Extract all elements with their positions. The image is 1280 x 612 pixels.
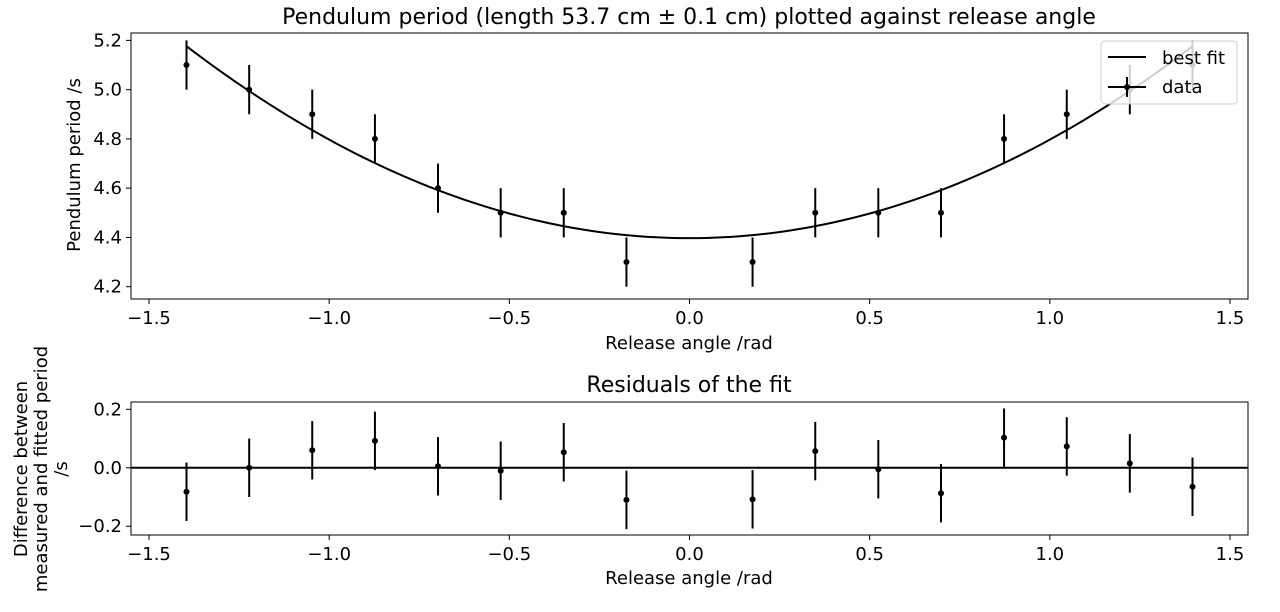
period-plot-frame (130, 32, 1249, 300)
period-y-tick-label: 5.2 (93, 30, 122, 51)
period-data-point (1063, 111, 1070, 118)
period-data-point (623, 259, 630, 266)
period-data-point (1001, 135, 1008, 142)
residuals-data-point (497, 467, 504, 474)
period-chart: Pendulum period (length 53.7 cm ± 0.1 cm… (64, 5, 1249, 354)
period-data-point (309, 111, 316, 118)
residuals-x-tick-label: 1.5 (1216, 544, 1245, 565)
residuals-x-axis-label: Release angle /rad (605, 568, 773, 589)
residuals-data-point (1126, 460, 1133, 467)
residuals-data-point (434, 463, 441, 470)
residuals-plot-area: −1.5 −1.0 −0.5 0.0 0.5 1.0 1.5 −0.2 0.0 0.2 (78, 399, 1249, 565)
period-x-tick-label: 1.5 (1216, 308, 1245, 329)
period-plot-area: −1.5 −1.0 −0.5 0.0 0.5 1.0 1.5 4.2 4.4 4.6 4.8 5.0 5… (93, 30, 1249, 329)
residuals-chart: Residuals of the fit −1.5 −1.0 −0.5 0.0 0.5 1… (11, 346, 1249, 592)
residuals-data-point (371, 437, 378, 444)
period-x-tick-label: 0.5 (855, 308, 884, 329)
period-data-point (183, 62, 190, 69)
residuals-x-tick-label: −1.0 (307, 544, 351, 565)
residuals-x-tick-label: −0.5 (487, 544, 531, 565)
period-data-point (875, 209, 882, 216)
residuals-data-point (309, 447, 316, 454)
period-y-tick-label: 4.8 (93, 129, 122, 150)
period-x-axis-label: Release angle /rad (605, 333, 773, 354)
residuals-data-point (875, 466, 882, 473)
legend: best fit data (1100, 40, 1238, 105)
residuals-y-tick-label: 0.0 (93, 458, 122, 479)
period-x-tick-label: 0.0 (675, 308, 704, 329)
period-data-point (560, 209, 567, 216)
residuals-data-point (938, 490, 945, 497)
residuals-y-tick-label: 0.2 (93, 399, 122, 420)
residuals-y-axis-label: Difference between measured and fitted p… (11, 346, 72, 592)
period-x-tick-label: 1.0 (1036, 308, 1065, 329)
period-y-tick-label: 4.6 (93, 178, 122, 199)
legend-data-label: data (1162, 77, 1203, 98)
residuals-chart-title: Residuals of the fit (586, 373, 792, 398)
residuals-y-axis-label-line-2: measured and fitted period (31, 346, 52, 592)
period-data-point (497, 209, 504, 216)
period-x-tick-label: −1.0 (307, 308, 351, 329)
residuals-data-point (1001, 434, 1008, 441)
period-y-tick-label: 4.2 (93, 277, 122, 298)
residuals-y-axis-label-line-1: Difference between (11, 381, 32, 557)
period-data-point (749, 259, 756, 266)
period-data-point (434, 185, 441, 192)
residuals-y-axis-label-line-3: /s (51, 461, 72, 476)
residuals-x-tick-label: 0.0 (675, 544, 704, 565)
residuals-data-point (560, 449, 567, 456)
best-fit-line (185, 45, 1194, 240)
residuals-plot-frame (130, 401, 1249, 536)
period-data-point (812, 209, 819, 216)
period-x-tick-label: −0.5 (487, 308, 531, 329)
period-chart-title: Pendulum period (length 53.7 cm ± 0.1 cm… (282, 5, 1096, 30)
period-y-axis-label: Pendulum period /s (64, 78, 85, 252)
legend-data-marker (1124, 84, 1130, 90)
residuals-x-tick-label: 0.5 (855, 544, 884, 565)
residuals-data-point (749, 496, 756, 503)
period-data-point (371, 135, 378, 142)
residuals-data-point (246, 464, 253, 471)
residuals-data-point (1189, 483, 1196, 490)
residuals-data-point (623, 496, 630, 503)
period-x-tick-label: −1.5 (127, 308, 171, 329)
period-y-tick-label: 5.0 (93, 80, 122, 101)
period-data-point (246, 86, 253, 93)
residuals-data-point (183, 488, 190, 495)
period-data-point (938, 209, 945, 216)
residuals-x-tick-label: 1.0 (1036, 544, 1065, 565)
residuals-data-point (812, 448, 819, 455)
period-y-tick-label: 4.4 (93, 227, 122, 248)
residuals-y-tick-label: −0.2 (78, 516, 122, 537)
residuals-data-point (1063, 443, 1070, 450)
legend-best-fit-label: best fit (1162, 48, 1225, 69)
residuals-x-tick-label: −1.5 (127, 544, 171, 565)
